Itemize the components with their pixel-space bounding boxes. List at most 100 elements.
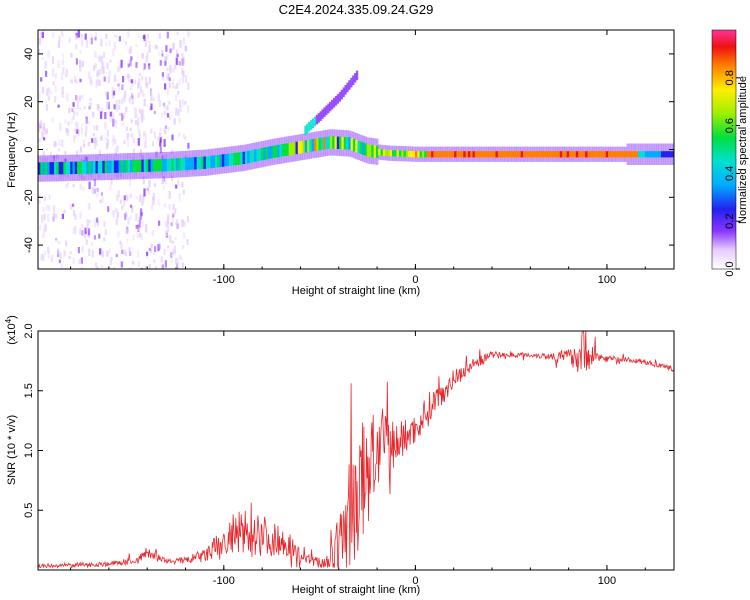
heat-noise-cell	[82, 139, 85, 147]
heat-noise-cell	[51, 255, 54, 259]
heat-noise-cell	[113, 156, 116, 160]
heat-ridge-cell	[633, 151, 636, 158]
heat-ridge-cell	[608, 151, 611, 158]
heat-noise-cell	[134, 172, 138, 176]
heat-ridge-cell	[254, 149, 257, 162]
heat-noise-cell	[61, 92, 64, 98]
heat-noise-cell	[81, 224, 84, 229]
snr-panel: -100 0 100 0.5 1.0 1.5 2.0 (x104) Height of s…	[4, 315, 675, 596]
heat-ridge-cell	[352, 139, 356, 152]
heat-noise-cell	[161, 155, 164, 160]
heat-spur-cell	[304, 125, 307, 136]
heat-noise-cell	[161, 264, 164, 269]
heat-noise-cell	[71, 226, 74, 232]
snr-ytick-label: 1.5	[23, 383, 35, 398]
snr-ytick-label: 1.0	[23, 443, 35, 458]
heat-noise-cell	[129, 133, 132, 138]
heat-noise-cell	[141, 155, 144, 161]
heat-noise-cell	[182, 245, 185, 250]
heat-noise-cell	[154, 266, 158, 269]
heat-ridge-cell	[293, 142, 296, 155]
heat-ridge-cell	[569, 151, 572, 158]
heat-ridge-cell	[571, 151, 574, 158]
heat-noise-cell	[121, 205, 124, 211]
heat-ridge-cell	[350, 138, 354, 151]
heat-noise-cell	[176, 269, 178, 276]
heat-ridge-cell	[286, 143, 289, 156]
heat-ridge-cell	[357, 140, 361, 154]
heat-noise-cell	[178, 254, 181, 259]
heat-noise-cell	[150, 205, 153, 210]
heat-noise-cell	[136, 230, 139, 238]
heat-noise-cell	[145, 56, 148, 63]
heat-ridge-cell	[389, 150, 393, 157]
heat-ridge-cell	[463, 151, 466, 158]
heat-noise-cell	[142, 176, 145, 185]
heat-ridge-cell	[277, 144, 280, 158]
heat-noise-cell	[98, 68, 101, 76]
heat-ridge-cell	[224, 154, 227, 167]
heat-ridge-cell	[575, 151, 579, 158]
heat-noise-cell	[93, 179, 96, 187]
heat-ridge-cell	[470, 151, 473, 158]
heat-ridge-cell	[536, 151, 540, 158]
heat-noise-cell	[175, 107, 178, 116]
heat-noise-cell	[50, 90, 53, 95]
heat-ridge-cell	[175, 158, 179, 171]
heat-noise-cell	[161, 112, 164, 117]
heat-noise-cell	[146, 251, 149, 256]
heat-noise-cell	[74, 128, 77, 133]
heat-noise-cell	[38, 199, 41, 204]
heat-noise-cell	[82, 186, 85, 192]
heat-ridge-cell	[541, 151, 544, 158]
heat-ridge-cell	[509, 151, 512, 158]
heat-noise-cell	[112, 48, 115, 56]
heat-ridge-cell	[428, 151, 432, 158]
heat-noise-cell	[99, 266, 102, 269]
heat-noise-cell	[105, 142, 109, 150]
heat-noise-cell	[146, 222, 149, 227]
heat-ridge-cell	[543, 151, 547, 158]
heat-noise-cell	[74, 121, 77, 127]
heat-noise-cell	[138, 129, 141, 136]
heat-noise-cell	[79, 35, 82, 43]
heat-noise-cell	[54, 85, 57, 94]
heat-noise-cell	[168, 115, 171, 120]
heat-noise-cell	[93, 125, 96, 131]
heat-noise-cell	[85, 156, 88, 163]
heat-noise-cell	[54, 141, 57, 146]
heat-noise-cell	[137, 82, 140, 89]
heat-ridge-cell	[500, 151, 503, 158]
heat-noise-cell	[123, 195, 126, 201]
heat-noise-cell	[64, 151, 67, 155]
heat-noise-cell	[118, 57, 121, 62]
heat-ridge-cell	[173, 158, 177, 171]
heat-noise-cell	[85, 225, 89, 231]
heat-noise-cell	[45, 129, 48, 134]
heat-ridge-cell	[77, 161, 80, 174]
heat-ridge-cell	[456, 151, 459, 158]
heat-ridge-cell	[56, 162, 59, 175]
heat-noise-cell	[44, 61, 47, 69]
heat-ridge-cell	[661, 151, 664, 158]
heat-ridge-cell	[412, 151, 416, 158]
heat-ridge-cell	[410, 151, 413, 158]
heat-noise-cell	[130, 79, 133, 84]
heat-ridge-cell	[656, 151, 659, 158]
heat-noise-cell	[178, 100, 182, 108]
heat-noise-cell	[131, 80, 134, 87]
heat-ridge-cell	[612, 151, 616, 158]
heat-spur-cell	[319, 111, 322, 121]
heat-ridge-cell	[619, 151, 623, 158]
heat-ridge-cell	[663, 151, 666, 158]
spectrogram-heat	[38, 30, 674, 276]
heat-noise-cell	[165, 45, 168, 52]
heat-noise-cell	[76, 122, 79, 130]
heat-ridge-cell	[628, 151, 632, 158]
heat-ridge-cell	[309, 139, 312, 152]
heat-noise-cell	[61, 86, 64, 95]
heat-noise-cell	[72, 203, 75, 207]
heat-noise-cell	[47, 95, 50, 101]
heat-noise-cell	[43, 213, 46, 221]
heat-noise-cell	[129, 215, 132, 220]
